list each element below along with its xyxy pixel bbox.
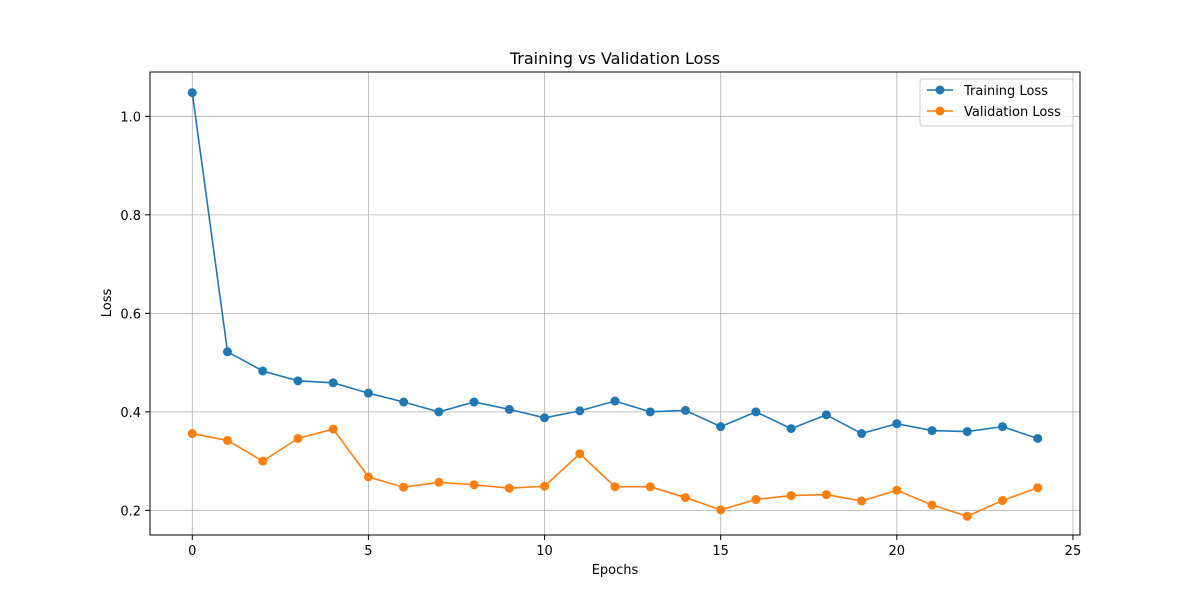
- data-point-validation-loss: [821, 490, 831, 500]
- data-point-training-loss: [399, 397, 409, 407]
- x-tick-label: 20: [889, 544, 906, 559]
- y-tick-label: 0.4: [120, 406, 141, 421]
- x-tick-label: 15: [712, 544, 729, 559]
- data-point-validation-loss: [857, 496, 867, 506]
- data-point-training-loss: [857, 429, 867, 439]
- data-point-training-loss: [962, 427, 972, 437]
- data-point-validation-loss: [363, 472, 373, 482]
- data-point-validation-loss: [469, 480, 479, 490]
- data-point-validation-loss: [504, 483, 514, 493]
- plot-frame: [149, 71, 1081, 536]
- series-layer: [187, 88, 1043, 521]
- x-tick-label: 5: [364, 544, 372, 559]
- data-point-training-loss: [363, 388, 373, 398]
- data-point-validation-loss: [1033, 483, 1043, 493]
- legend: Training Loss Validation Loss: [919, 78, 1074, 127]
- data-point-training-loss: [716, 422, 726, 432]
- data-point-training-loss: [892, 419, 902, 429]
- data-point-training-loss: [645, 407, 655, 417]
- x-tick-label: 10: [536, 544, 553, 559]
- data-point-validation-loss: [998, 496, 1007, 506]
- data-point-training-loss: [293, 376, 303, 386]
- y-tick-label: 0.8: [120, 209, 141, 224]
- x-axis-label: Epochs: [592, 563, 639, 578]
- data-point-validation-loss: [187, 429, 197, 439]
- data-point-training-loss: [328, 378, 338, 388]
- legend-label-validation: Validation Loss: [964, 105, 1061, 120]
- data-point-validation-loss: [645, 482, 655, 492]
- data-point-training-loss: [223, 347, 232, 357]
- data-point-training-loss: [821, 410, 831, 420]
- data-point-validation-loss: [223, 435, 232, 445]
- data-point-validation-loss: [575, 449, 585, 459]
- legend-box: [919, 78, 1074, 127]
- data-point-training-loss: [469, 397, 479, 407]
- chart-title: Training vs Validation Loss: [509, 49, 720, 68]
- data-point-validation-loss: [892, 485, 902, 495]
- series-line-training-loss: [191, 92, 1038, 440]
- data-point-validation-loss: [610, 482, 620, 492]
- data-point-validation-loss: [680, 493, 690, 503]
- data-point-validation-loss: [716, 505, 726, 515]
- data-point-validation-loss: [399, 482, 409, 492]
- legend-marker-validation: [935, 106, 945, 116]
- data-point-validation-loss: [962, 511, 972, 521]
- data-point-validation-loss: [751, 495, 761, 505]
- x-tick-label: 25: [1065, 544, 1082, 559]
- x-tick-label: 0: [188, 544, 196, 559]
- legend-label-training: Training Loss: [963, 84, 1048, 99]
- data-point-validation-loss: [927, 500, 937, 510]
- data-point-training-loss: [434, 407, 444, 417]
- data-point-training-loss: [998, 422, 1007, 432]
- y-tick-label: 0.6: [120, 307, 141, 322]
- data-point-training-loss: [575, 406, 585, 416]
- data-point-training-loss: [751, 407, 761, 417]
- data-point-validation-loss: [293, 433, 303, 443]
- data-point-training-loss: [258, 366, 268, 376]
- grid-layer: [150, 72, 1080, 535]
- y-tick-label: 1.0: [120, 110, 141, 125]
- data-point-training-loss: [540, 413, 550, 423]
- data-point-validation-loss: [434, 477, 444, 487]
- data-point-training-loss: [1033, 433, 1043, 443]
- data-point-validation-loss: [540, 481, 550, 491]
- data-point-training-loss: [680, 405, 690, 415]
- legend-marker-training: [935, 85, 945, 95]
- data-point-training-loss: [504, 404, 514, 414]
- data-point-training-loss: [610, 396, 620, 406]
- ticks-layer: 0 5 10 15 20 25 0.2 0.4 0.6 0.8 1.0: [120, 110, 1081, 559]
- series-line-validation-loss: [192, 428, 1039, 518]
- data-point-validation-loss: [328, 424, 338, 434]
- data-point-training-loss: [786, 424, 796, 434]
- y-tick-label: 0.2: [120, 504, 141, 519]
- y-axis-label: Loss: [100, 289, 115, 318]
- data-point-training-loss: [187, 88, 197, 98]
- data-point-validation-loss: [258, 456, 268, 466]
- data-point-validation-loss: [786, 491, 796, 501]
- data-point-training-loss: [927, 426, 937, 436]
